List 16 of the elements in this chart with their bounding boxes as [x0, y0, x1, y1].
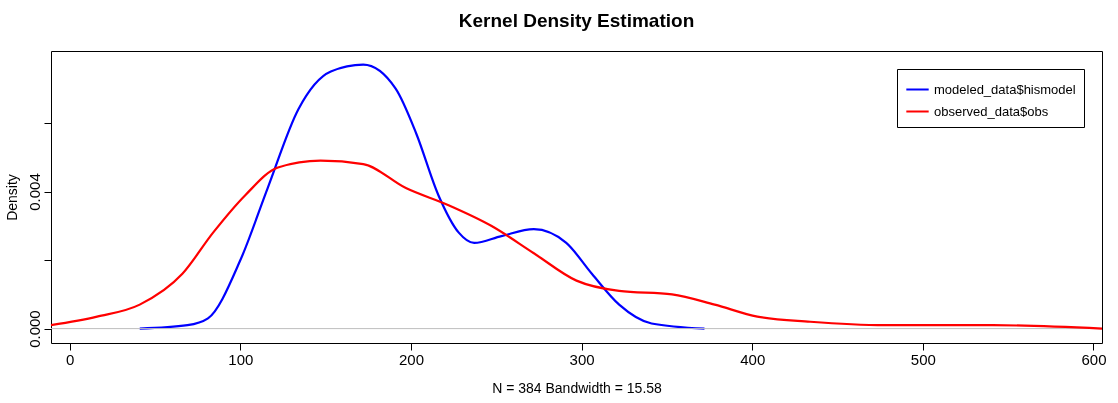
x-tick-label: 200 [398, 350, 425, 368]
legend-label: modeled_data$hismodel [934, 81, 1076, 97]
x-tick-label: 300 [569, 350, 595, 368]
line-series [49, 159, 1104, 330]
x-tick-label: 500 [910, 350, 936, 368]
x-tick-label: 0 [66, 350, 75, 368]
y-axis-title: Density [3, 174, 20, 221]
chart-title: Kernel Density Estimation [458, 10, 695, 31]
y-tick-label: 0.000 [25, 310, 43, 348]
x-tick-label: 400 [740, 350, 766, 368]
legend-label: observed_data$obs [934, 103, 1049, 119]
y-tick-label: 0.004 [25, 173, 43, 211]
x-tick-label: 600 [1081, 350, 1107, 368]
line-series [138, 63, 706, 330]
x-tick-label: 100 [228, 350, 254, 368]
x-axis-title: N = 384 Bandwidth = 15.58 [492, 379, 663, 396]
